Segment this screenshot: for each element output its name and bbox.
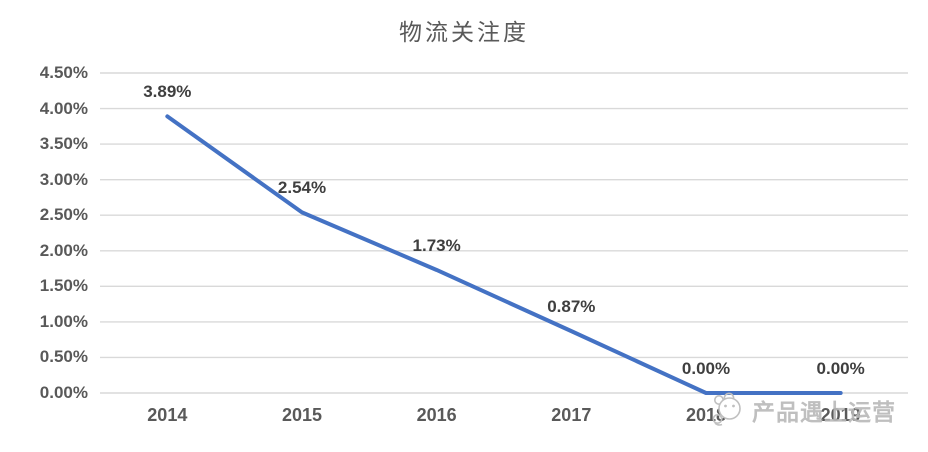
data-point-label: 0.00%	[816, 359, 865, 378]
y-axis-tick-label: 2.00%	[39, 240, 88, 260]
data-point-label: 2.54%	[277, 178, 327, 198]
data-point-label: 0.87%	[547, 297, 596, 317]
x-axis-tick-label: 2014	[147, 405, 188, 425]
data-point-label: 0.00%	[681, 359, 731, 378]
y-axis-tick-label: 0.00%	[39, 383, 88, 402]
x-axis-tick-label: 2018	[685, 405, 727, 425]
series-line	[165, 114, 843, 395]
y-axis-tick-label: 3.50%	[39, 134, 88, 154]
x-axis-tick-label: 2016	[416, 405, 457, 425]
chart-title: 物流关注度	[399, 19, 529, 45]
data-point-label: 1.73%	[412, 235, 461, 255]
y-axis-tick-label: 2.50%	[39, 205, 88, 225]
y-axis-tick-label: 0.50%	[39, 347, 88, 367]
y-axis-tick-label: 1.50%	[39, 276, 88, 296]
y-axis-tick-label: 4.00%	[39, 98, 88, 118]
x-axis-tick-label: 2019	[820, 405, 861, 425]
x-axis-tick-label: 2017	[551, 405, 592, 425]
x-axis-tick-label: 2015	[281, 405, 323, 425]
y-axis-tick-label: 4.50%	[39, 63, 88, 82]
y-axis-tick-label: 3.00%	[39, 169, 88, 189]
y-axis-tick-label: 1.00%	[39, 311, 88, 331]
data-point-label: 3.89%	[143, 82, 192, 102]
